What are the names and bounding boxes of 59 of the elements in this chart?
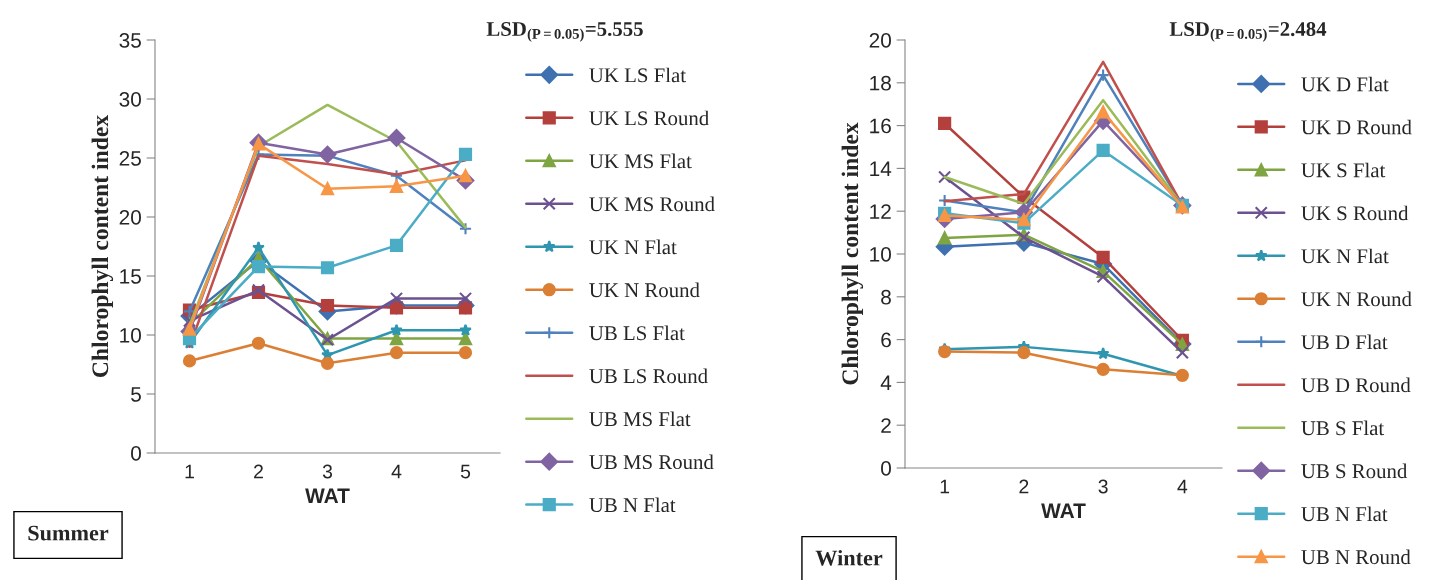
y-tick-label: 30 bbox=[119, 92, 141, 107]
y-tick-label: 6 bbox=[881, 332, 891, 348]
y-tick-label: 8 bbox=[881, 289, 891, 305]
legend-label: UK D Round bbox=[1301, 119, 1412, 135]
y-tick-label: 20 bbox=[869, 33, 891, 48]
legend-label: UB LS Round bbox=[589, 368, 708, 384]
y-tick-label: 2 bbox=[881, 418, 891, 433]
y-tick-label: 15 bbox=[120, 269, 141, 284]
legend-label: UK S Round bbox=[1301, 205, 1409, 221]
y-tick-label: 12 bbox=[870, 204, 891, 219]
x-axis-title: WAT bbox=[1041, 503, 1086, 518]
y-tick-label: 18 bbox=[870, 75, 891, 91]
legend-label: UB N Round bbox=[1301, 549, 1411, 565]
text: Winter bbox=[815, 549, 883, 566]
y-axis-title: Chlorophyll content index bbox=[841, 122, 864, 385]
legend-label: UB S Round bbox=[1301, 463, 1408, 479]
y-tick-label: 0 bbox=[131, 446, 141, 461]
legend-label: UK MS Round bbox=[589, 196, 715, 212]
y-tick-label: 4 bbox=[880, 375, 892, 390]
y-tick-label: 0 bbox=[881, 461, 891, 476]
y-tick-label: 5 bbox=[131, 387, 141, 402]
y-tick-label: 16 bbox=[870, 118, 891, 134]
y-axis-title: Chlorophyll content index bbox=[91, 114, 114, 377]
legend-label: UB LS Flat bbox=[589, 325, 685, 341]
y-tick-label: 25 bbox=[119, 151, 141, 166]
y-tick-label: 35 bbox=[119, 33, 141, 48]
y-tick-label: 14 bbox=[870, 161, 892, 176]
legend-label: UK N Round bbox=[589, 282, 700, 298]
legend-label: UK MS Flat bbox=[589, 153, 692, 169]
legend-label: UB MS Flat bbox=[589, 411, 691, 427]
x-tick-label: 3 bbox=[1098, 479, 1108, 494]
legend-label: UK N Round bbox=[1301, 291, 1412, 307]
legend-label: UB D Round bbox=[1301, 377, 1411, 393]
x-tick-label: 2 bbox=[254, 464, 263, 479]
chart-title: LSD$_{(P=0.05)}$=2.484 bbox=[1169, 22, 1327, 42]
legend-label: UB MS Round bbox=[589, 454, 714, 470]
legend-label: UK LS Flat bbox=[589, 67, 686, 83]
x-tick-label: 4 bbox=[391, 464, 402, 479]
legend-label: UB N Flat bbox=[1301, 506, 1388, 522]
legend-label: UK S Flat bbox=[1301, 162, 1386, 178]
legend-label: UB D Flat bbox=[1301, 334, 1388, 350]
y-tick-label: 10 bbox=[120, 328, 141, 343]
legend-label: UK LS Round bbox=[589, 110, 709, 126]
x-axis-title: WAT bbox=[305, 488, 350, 503]
x-tick-label: 3 bbox=[322, 464, 333, 479]
legend-label: UK D Flat bbox=[1301, 76, 1389, 92]
legend-label: UK N Flat bbox=[589, 239, 677, 255]
x-tick-label: 1 bbox=[185, 464, 194, 479]
text: Summer bbox=[28, 525, 109, 541]
x-tick-label: 2 bbox=[1019, 479, 1029, 494]
x-tick-label: 1 bbox=[940, 479, 950, 494]
x-tick-label: 4 bbox=[1177, 479, 1188, 494]
x-tick-label: 5 bbox=[460, 464, 471, 479]
y-tick-label: 10 bbox=[870, 247, 891, 262]
legend-label: UB N Flat bbox=[589, 497, 676, 513]
text: LSD$_{(P=0.05)}$=5.555 bbox=[486, 22, 643, 42]
legend-label: UK N Flat bbox=[1301, 248, 1389, 264]
legend-label: UB S Flat bbox=[1301, 420, 1385, 436]
y-tick-label: 20 bbox=[119, 210, 141, 225]
